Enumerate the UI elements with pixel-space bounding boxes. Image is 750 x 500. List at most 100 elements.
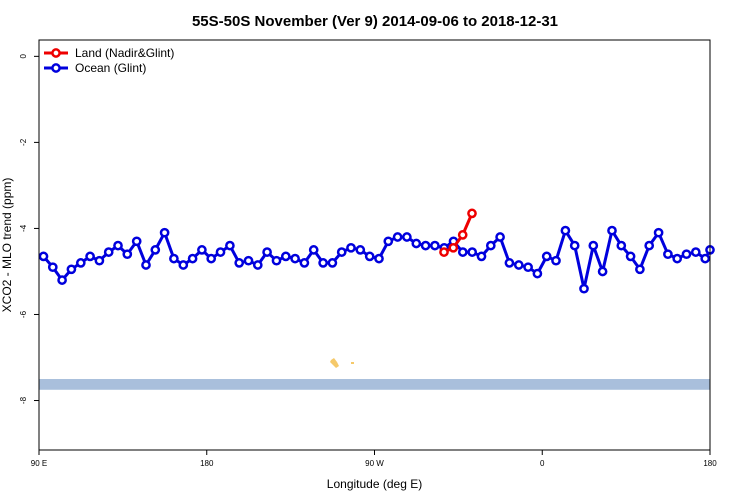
mask-band-land-speck [351, 362, 354, 364]
data-point [653, 227, 664, 238]
y-tick-label: -4 [19, 224, 28, 232]
x-tick-label: 180 [703, 459, 717, 468]
data-point [336, 247, 347, 257]
data-point [551, 255, 561, 266]
data-point [57, 275, 67, 285]
data-point [485, 240, 496, 251]
x-tick-label: 0 [540, 459, 545, 468]
data-point [243, 255, 254, 266]
data-point [299, 258, 310, 268]
data-point [141, 260, 151, 270]
chart-title: 55S-50S November (Ver 9) 2014-09-06 to 2… [192, 13, 558, 30]
data-point [150, 245, 161, 255]
y-tick-label: -2 [19, 138, 28, 146]
data-point [467, 247, 478, 257]
data-point [457, 247, 468, 257]
data-point [597, 266, 608, 277]
data-point [271, 255, 282, 266]
data-point [504, 258, 515, 268]
data-point [476, 251, 487, 262]
data-point [430, 240, 440, 251]
data-point [103, 247, 114, 257]
data-point [439, 247, 449, 257]
x-tick-label: 180 [200, 459, 214, 468]
data-point [560, 225, 571, 236]
land-mask-band [39, 358, 710, 390]
data-point [541, 251, 552, 262]
data-point [252, 260, 263, 270]
data-point [635, 264, 645, 275]
x-axis-label: Longitude (deg E) [327, 477, 422, 491]
data-point [327, 258, 338, 268]
data-point [122, 249, 133, 260]
y-tick-label: -6 [19, 310, 28, 318]
x-axis: 90 E 180 90 W 0 180 [31, 450, 717, 468]
data-point [579, 283, 589, 294]
data-point [467, 208, 477, 219]
data-point [262, 247, 272, 257]
data-point [364, 251, 375, 262]
data-point [47, 262, 58, 273]
data-point [420, 240, 431, 251]
legend-marker [51, 63, 61, 73]
data-point [588, 240, 599, 251]
data-point [66, 264, 77, 275]
data-point [374, 253, 384, 264]
x-tick-label: 90 E [31, 459, 47, 468]
y-axis: 0 -2 -4 -6 -8 [19, 54, 39, 404]
data-point [681, 249, 692, 260]
legend-marker [51, 48, 61, 58]
plot-series [38, 208, 715, 294]
data-point [607, 225, 617, 236]
legend-label: Ocean (Glint) [75, 61, 146, 75]
data-point [75, 258, 86, 268]
data-point [569, 240, 580, 251]
mask-band-land-patch [330, 358, 339, 368]
data-point [457, 230, 468, 240]
data-point [616, 240, 627, 251]
data-point [392, 232, 403, 242]
data-point [225, 240, 235, 251]
data-point [159, 227, 170, 238]
data-point [131, 236, 142, 247]
data-point [113, 240, 123, 251]
legend-item-ocean: Ocean (Glint) [44, 61, 146, 75]
data-point [94, 255, 105, 266]
data-point [523, 262, 533, 273]
data-point [187, 253, 198, 264]
data-point [383, 236, 394, 247]
y-axis-label: XCO2 - MLO trend (ppm) [0, 178, 14, 313]
data-point [625, 251, 636, 262]
data-point [663, 249, 673, 260]
data-point [85, 251, 95, 262]
legend: Land (Nadir&Glint)Ocean (Glint) [44, 46, 174, 75]
data-point [402, 232, 412, 242]
data-point [206, 253, 217, 264]
data-point [495, 232, 505, 242]
data-point [411, 238, 422, 249]
y-tick-label: 0 [19, 54, 28, 59]
series-land [439, 208, 477, 257]
data-point [644, 240, 655, 251]
data-point [318, 258, 328, 268]
data-point [308, 245, 319, 255]
data-point [346, 242, 356, 253]
data-point [178, 260, 189, 270]
data-point [672, 253, 683, 264]
series-line [443, 212, 474, 254]
legend-label: Land (Nadir&Glint) [75, 46, 174, 60]
mask-band-ocean [39, 379, 710, 390]
series-ocean [38, 225, 715, 294]
legend-item-land: Land (Nadir&Glint) [44, 46, 174, 60]
data-point [169, 253, 179, 264]
data-point [234, 258, 245, 268]
data-point [700, 253, 711, 264]
y-tick-label: -8 [19, 396, 28, 404]
data-point [280, 251, 291, 262]
data-point [690, 247, 701, 257]
data-point [355, 245, 366, 255]
data-point [215, 247, 226, 257]
data-point [513, 260, 524, 270]
x-tick-label: 90 W [365, 459, 384, 468]
